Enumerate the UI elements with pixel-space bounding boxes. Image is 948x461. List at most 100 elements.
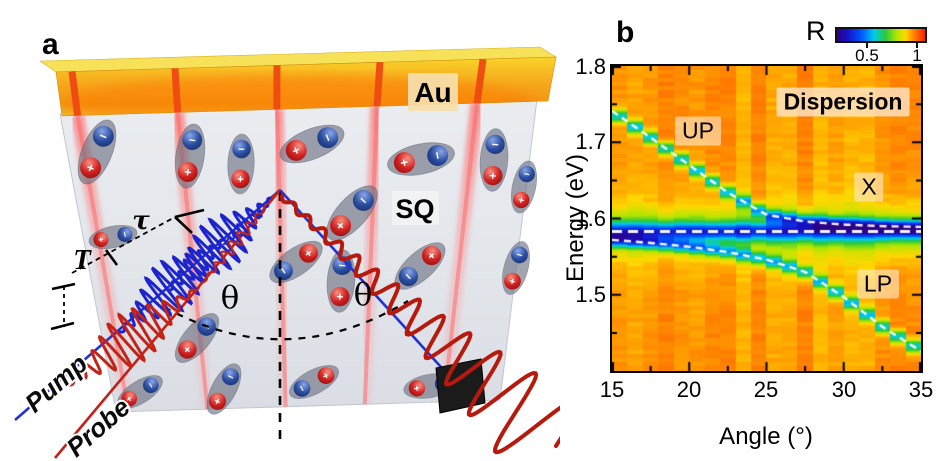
negative-charge-sphere (398, 266, 419, 287)
field-stripe-core (442, 102, 479, 403)
colorbar-tick-label-1: 1 (912, 46, 922, 65)
minus-sign: − (119, 231, 130, 239)
au-label-box (408, 73, 458, 111)
positive-charge-sphere (421, 245, 442, 266)
colorbar-tick-05 (866, 43, 868, 48)
negative-charge-sphere (352, 189, 374, 211)
dipole-molecule: −+ (510, 160, 538, 214)
pump-label: Pump (19, 348, 93, 418)
y-tick-1-6: 1.6 (575, 206, 606, 231)
dipole-molecule: −+ (387, 142, 455, 176)
plus-sign: + (396, 157, 412, 168)
negative-charge-sphere (232, 139, 251, 159)
plus-sign: + (489, 169, 497, 183)
minus-sign: − (515, 250, 524, 262)
minus-sign: − (295, 384, 308, 395)
positive-charge-sphere (231, 169, 250, 189)
positive-charge-sphere (408, 380, 426, 397)
T-bracket-ticks (50, 282, 76, 331)
x-tick-20: 20 (676, 377, 702, 402)
probe-label: Probe (60, 392, 135, 461)
negative-charge-sphere (511, 246, 528, 264)
tau-reference-tick (174, 208, 205, 234)
delay-T-label: T (73, 244, 92, 276)
minus-sign: − (523, 169, 531, 181)
lower-polariton-label: LP (856, 269, 900, 299)
sq-dipole-molecules: −+−+−+−+−+−+−+−+−+−+−+−+−+−+−+−+−+−+ (77, 119, 538, 415)
theta-left-label: θ (221, 280, 240, 316)
panel-a-diagram: −+−+−+−+−+−+−+−+−+−+−+−+−+−+−+−+−+−+ Au … (14, 46, 560, 461)
delay-tick (104, 249, 119, 266)
negative-charge-sphere (332, 255, 352, 276)
field-stripe-core (362, 106, 379, 405)
minus-sign: − (430, 150, 446, 161)
positive-charge-sphere (483, 165, 503, 186)
sq-label: SQ (395, 194, 434, 224)
field-stripe-gold-notch (373, 62, 384, 107)
panel-a-letter: a (42, 28, 59, 61)
negative-charge-sphere (221, 368, 240, 386)
negative-charge-sphere (92, 125, 114, 147)
positive-charge-sphere (208, 392, 227, 410)
negative-charge-sphere (518, 165, 535, 183)
positive-charge-sphere (121, 390, 138, 407)
positive-charge-sphere (93, 231, 109, 248)
delay-tau-label: τ (132, 206, 150, 236)
y-axis-label: Energy (eV) (562, 153, 589, 283)
dipole-molecule: −+ (394, 242, 446, 290)
plus-sign: + (508, 276, 517, 288)
positive-charge-sphere (285, 139, 307, 161)
dipole-molecule: −+ (117, 375, 163, 409)
dispersion-title: Dispersion (776, 87, 910, 117)
negative-charge-sphere (317, 127, 339, 149)
colorbar-tick-1 (916, 43, 918, 48)
plus-sign: + (95, 236, 106, 244)
negative-charge-sphere (142, 377, 159, 394)
negative-charge-sphere (117, 226, 133, 243)
negative-charge-sphere (427, 144, 449, 166)
x-tick-35: 35 (908, 377, 934, 402)
minus-sign: − (238, 144, 245, 156)
y-tick-1-7: 1.7 (575, 129, 606, 154)
sq-label-box (392, 191, 439, 225)
dipole-molecule: −+ (269, 240, 323, 284)
outgoing-probe-wave (280, 194, 560, 455)
field-stripe-gold-notch (171, 68, 182, 113)
positive-charge-sphere (330, 286, 350, 307)
positive-charge-sphere (299, 243, 318, 263)
panel-b-letter: b (616, 16, 635, 49)
minus-sign: − (491, 137, 499, 151)
positive-charge-sphere (504, 272, 521, 290)
x-tick-15: 15 (599, 377, 625, 402)
dipole-molecule: −+ (206, 363, 242, 415)
plus-sign: + (237, 174, 244, 186)
positive-charge-sphere (330, 215, 352, 237)
probe-pulse-link (194, 193, 277, 293)
dipole-molecule: −+ (289, 365, 339, 399)
upper-polariton-label: UP (675, 116, 721, 146)
negative-charge-sphere (293, 379, 311, 397)
dipole-molecule: −+ (326, 185, 378, 241)
plus-sign: + (336, 290, 344, 304)
dipole-molecule: −+ (88, 224, 138, 250)
x-tick-25: 25 (753, 377, 779, 402)
plus-sign: + (212, 395, 223, 409)
positive-charge-sphere (177, 162, 198, 182)
colorbar (835, 27, 927, 43)
reflected-probe-chirped-wave (280, 194, 560, 455)
minus-sign: − (188, 133, 197, 148)
negative-charge-sphere (182, 130, 203, 150)
pulse-wave-packets (66, 193, 277, 387)
positive-charge-sphere (80, 157, 102, 179)
positive-charge-sphere (513, 191, 530, 209)
positive-charge-sphere (393, 152, 415, 174)
dipole-molecule: −+ (502, 241, 530, 295)
x-axis-label: Angle (°) (719, 423, 813, 450)
exciton-label: X (854, 172, 884, 202)
field-stripe-gold-notch (68, 71, 82, 116)
minus-sign: − (225, 371, 236, 385)
y-tick-1-8: 1.8 (575, 54, 606, 79)
minus-sign: − (144, 380, 157, 391)
colorbar-tick-label-05: 0.5 (855, 46, 879, 65)
